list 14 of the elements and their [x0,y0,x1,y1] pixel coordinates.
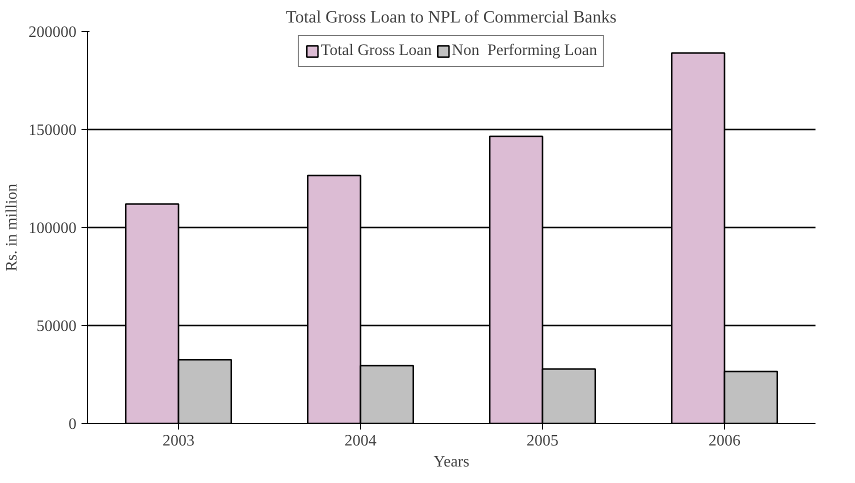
y-tick-label: 200000 [28,24,76,41]
y-tick-label: 0 [68,416,76,433]
y-axis-title: Rs. in million [4,184,20,272]
x-tick-label: 2003 [162,432,194,450]
y-tick-label: 100000 [28,220,76,237]
legend-label: Non Performing Loan [452,42,598,60]
x-tick-label: 2005 [526,432,558,450]
y-tick-label: 150000 [28,122,76,139]
x-axis-title: Years [434,454,470,470]
y-tick-label: 50000 [36,318,76,335]
x-tick-label: 2004 [344,432,376,450]
chart-title: Total Gross Loan to NPL of Commercial Banks [286,8,617,26]
legend-label: Total Gross Loan [320,42,432,60]
x-tick-label: 2006 [708,432,740,450]
